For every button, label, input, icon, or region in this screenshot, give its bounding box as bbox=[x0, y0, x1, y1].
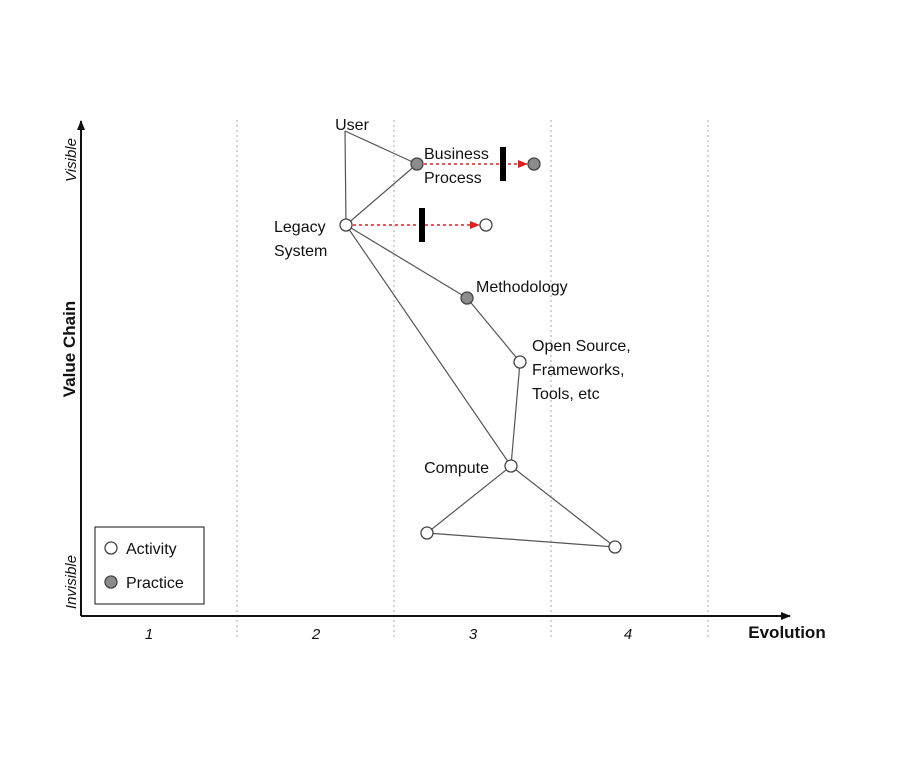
node-compute bbox=[504, 459, 518, 473]
legend-practice-label: Practice bbox=[126, 575, 184, 592]
legend-activity-label: Activity bbox=[126, 541, 177, 558]
legend-activity-marker bbox=[104, 541, 118, 555]
label-user: User bbox=[335, 117, 369, 134]
link-legacy-compute bbox=[345, 224, 512, 467]
links bbox=[344, 130, 616, 548]
node-methodology bbox=[460, 291, 474, 305]
node-business-future bbox=[527, 157, 541, 171]
y-axis-title: Value Chain bbox=[60, 301, 79, 397]
link-unnamed-left-unnamed-right bbox=[426, 532, 616, 548]
label-legacy-line-1: Legacy bbox=[274, 219, 326, 236]
nodes bbox=[339, 157, 622, 554]
node-legacy-future bbox=[479, 218, 493, 232]
legend-box bbox=[94, 526, 205, 605]
stage-label-2: 2 bbox=[311, 626, 321, 643]
link-user-business bbox=[344, 130, 418, 165]
node-unnamed-right bbox=[608, 540, 622, 554]
legend-practice-marker bbox=[104, 575, 118, 589]
link-methodology-opensource bbox=[466, 297, 521, 363]
stage-label-1: 1 bbox=[145, 626, 153, 643]
y-axis-top-label: Visible bbox=[63, 138, 80, 182]
node-opensource bbox=[513, 355, 527, 369]
label-methodology: Methodology bbox=[476, 279, 568, 296]
x-axis-title: Evolution bbox=[748, 623, 825, 642]
label-compute: Compute bbox=[424, 460, 489, 477]
link-compute-unnamed-right bbox=[510, 465, 616, 548]
link-opensource-compute bbox=[510, 361, 521, 467]
stage-label-4: 4 bbox=[624, 626, 632, 643]
stage-dividers bbox=[236, 120, 709, 638]
evolution-arrows bbox=[353, 147, 528, 242]
node-labels: User Business Process Legacy System Methodolo… bbox=[274, 117, 631, 477]
node-legacy bbox=[339, 218, 353, 232]
stage-label-3: 3 bbox=[469, 626, 478, 643]
inertia-bar-business bbox=[500, 147, 506, 181]
link-user-legacy bbox=[344, 130, 347, 226]
label-business-line-2: Process bbox=[424, 170, 482, 187]
label-opensource-line-1: Open Source, bbox=[532, 338, 631, 355]
node-unnamed-left bbox=[420, 526, 434, 540]
label-opensource-line-2: Frameworks, bbox=[532, 362, 624, 379]
node-business bbox=[410, 157, 424, 171]
link-legacy-methodology bbox=[345, 224, 468, 299]
inertia-bar-legacy bbox=[419, 208, 425, 242]
y-axis-bottom-label: Invisible bbox=[63, 555, 80, 609]
label-legacy-line-2: System bbox=[274, 243, 327, 260]
legend: Activity Practice bbox=[94, 526, 205, 605]
label-opensource-line-3: Tools, etc bbox=[532, 386, 600, 403]
link-compute-unnamed-left bbox=[426, 465, 512, 534]
stage-labels: 1 2 3 4 bbox=[145, 626, 632, 643]
link-business-legacy bbox=[345, 163, 418, 226]
label-business-line-1: Business bbox=[424, 146, 489, 163]
